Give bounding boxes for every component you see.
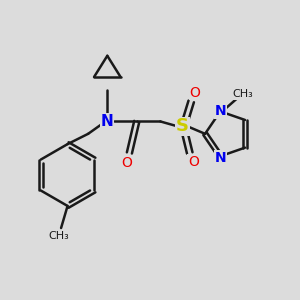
Text: N: N (214, 151, 226, 165)
Text: N: N (101, 114, 114, 129)
Text: N: N (214, 104, 226, 118)
Text: O: O (121, 156, 132, 170)
Text: O: O (189, 85, 200, 100)
Text: CH₃: CH₃ (232, 89, 253, 99)
Text: O: O (188, 155, 199, 169)
Text: CH₃: CH₃ (48, 231, 69, 241)
Text: S: S (176, 117, 189, 135)
